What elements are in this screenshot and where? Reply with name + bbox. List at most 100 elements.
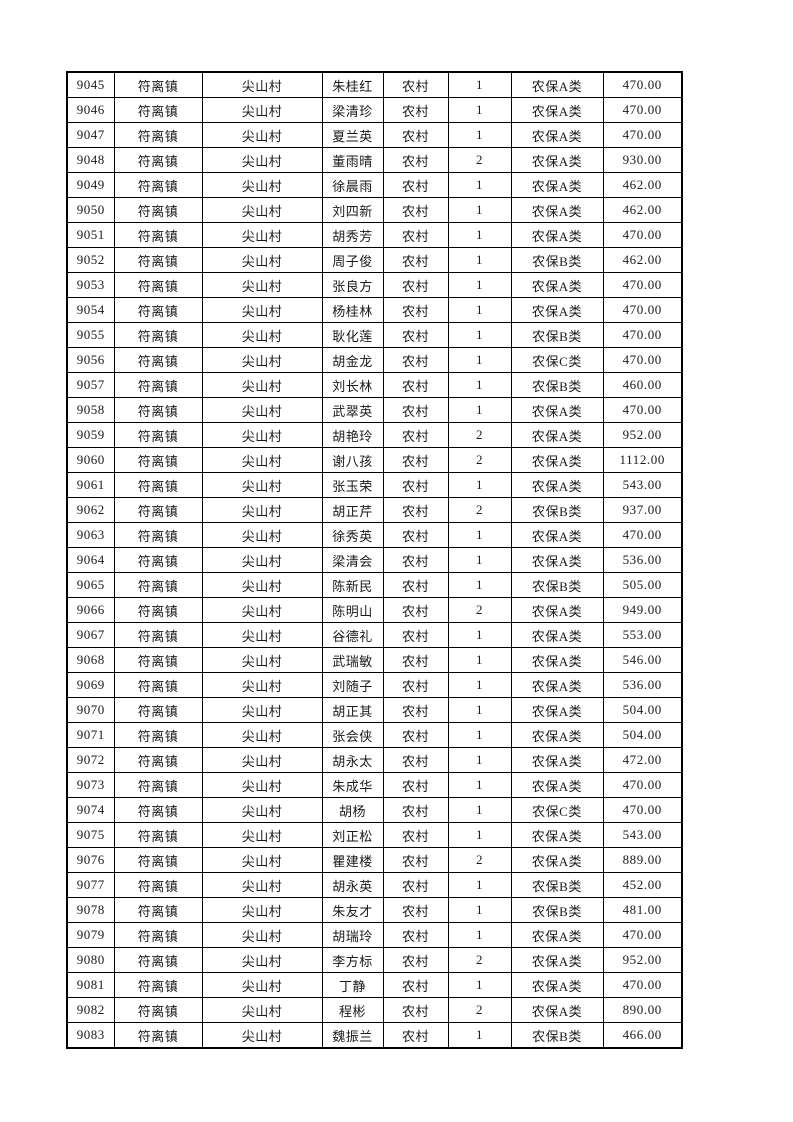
table-cell-person-name: 刘四新 — [321, 197, 384, 223]
table-row: 9080 符离镇 尖山村 李方标 农村 2 农保A类 952.00 — [66, 947, 683, 973]
table-cell-amount: 481.00 — [602, 897, 683, 923]
table-cell-village: 尖山村 — [201, 1022, 323, 1049]
table-cell-residence-type: 农村 — [382, 772, 449, 798]
table-cell-village: 尖山村 — [201, 697, 323, 723]
table-cell-insurance-category: 农保B类 — [510, 1022, 604, 1049]
table-cell-record-id: 9067 — [66, 622, 115, 648]
table-cell-insurance-category: 农保B类 — [510, 572, 604, 598]
table-cell-residence-type: 农村 — [382, 497, 449, 523]
table-cell-person-name: 梁清珍 — [321, 97, 384, 123]
table-cell-amount: 466.00 — [602, 1022, 683, 1049]
table-cell-person-name: 程彬 — [321, 997, 384, 1023]
table-cell-person-count: 1 — [447, 722, 512, 748]
table-cell-record-id: 9049 — [66, 172, 115, 198]
table-cell-insurance-category: 农保A类 — [510, 447, 604, 473]
table-cell-insurance-category: 农保B类 — [510, 372, 604, 398]
table-cell-village: 尖山村 — [201, 847, 323, 873]
table-cell-insurance-category: 农保A类 — [510, 472, 604, 498]
table-row: 9051 符离镇 尖山村 胡秀芳 农村 1 农保A类 470.00 — [66, 222, 683, 248]
table-cell-village: 尖山村 — [201, 397, 323, 423]
table-cell-person-name: 胡永英 — [321, 872, 384, 898]
table-cell-town: 符离镇 — [113, 322, 203, 348]
table-cell-person-name: 刘随子 — [321, 672, 384, 698]
table-cell-insurance-category: 农保A类 — [510, 997, 604, 1023]
table-cell-insurance-category: 农保A类 — [510, 722, 604, 748]
table-cell-person-name: 瞿建楼 — [321, 847, 384, 873]
table-cell-village: 尖山村 — [201, 372, 323, 398]
table-row: 9052 符离镇 尖山村 周子俊 农村 1 农保B类 462.00 — [66, 247, 683, 273]
table-cell-town: 符离镇 — [113, 622, 203, 648]
table-cell-person-name: 谢八孩 — [321, 447, 384, 473]
table-cell-amount: 505.00 — [602, 572, 683, 598]
table-cell-residence-type: 农村 — [382, 672, 449, 698]
table-cell-town: 符离镇 — [113, 597, 203, 623]
table-cell-residence-type: 农村 — [382, 97, 449, 123]
table-cell-record-id: 9045 — [66, 71, 115, 98]
table-cell-person-name: 魏振兰 — [321, 1022, 384, 1049]
table-cell-residence-type: 农村 — [382, 622, 449, 648]
table-cell-amount: 470.00 — [602, 972, 683, 998]
table-cell-insurance-category: 农保A类 — [510, 772, 604, 798]
table-cell-amount: 470.00 — [602, 97, 683, 123]
table-cell-residence-type: 农村 — [382, 997, 449, 1023]
table-cell-village: 尖山村 — [201, 97, 323, 123]
table-cell-record-id: 9055 — [66, 322, 115, 348]
table-cell-person-name: 丁静 — [321, 972, 384, 998]
table-cell-residence-type: 农村 — [382, 872, 449, 898]
table-cell-town: 符离镇 — [113, 522, 203, 548]
table-cell-amount: 504.00 — [602, 722, 683, 748]
table-cell-village: 尖山村 — [201, 422, 323, 448]
table-row: 9046 符离镇 尖山村 梁清珍 农村 1 农保A类 470.00 — [66, 97, 683, 123]
table-row: 9083 符离镇 尖山村 魏振兰 农村 1 农保B类 466.00 — [66, 1022, 683, 1049]
table-cell-village: 尖山村 — [201, 497, 323, 523]
table-cell-person-count: 1 — [447, 522, 512, 548]
table-cell-village: 尖山村 — [201, 822, 323, 848]
table-cell-residence-type: 农村 — [382, 947, 449, 973]
table-cell-residence-type: 农村 — [382, 472, 449, 498]
table-row: 9068 符离镇 尖山村 武瑞敏 农村 1 农保A类 546.00 — [66, 647, 683, 673]
table-cell-village: 尖山村 — [201, 122, 323, 148]
table-cell-person-name: 武瑞敏 — [321, 647, 384, 673]
table-row: 9066 符离镇 尖山村 陈明山 农村 2 农保A类 949.00 — [66, 597, 683, 623]
table-cell-record-id: 9081 — [66, 972, 115, 998]
table-cell-insurance-category: 农保B类 — [510, 897, 604, 923]
table-row: 9065 符离镇 尖山村 陈新民 农村 1 农保B类 505.00 — [66, 572, 683, 598]
table-cell-amount: 890.00 — [602, 997, 683, 1023]
table-cell-person-count: 1 — [447, 897, 512, 923]
table-cell-residence-type: 农村 — [382, 172, 449, 198]
table-cell-town: 符离镇 — [113, 997, 203, 1023]
table-cell-residence-type: 农村 — [382, 322, 449, 348]
table-cell-village: 尖山村 — [201, 947, 323, 973]
table-cell-person-count: 1 — [447, 647, 512, 673]
table-cell-town: 符离镇 — [113, 272, 203, 298]
table-cell-person-name: 董雨晴 — [321, 147, 384, 173]
table-cell-amount: 462.00 — [602, 197, 683, 223]
table-cell-insurance-category: 农保B类 — [510, 872, 604, 898]
table-cell-record-id: 9050 — [66, 197, 115, 223]
table-cell-amount: 536.00 — [602, 672, 683, 698]
table-cell-village: 尖山村 — [201, 322, 323, 348]
table-cell-person-count: 1 — [447, 922, 512, 948]
table-row: 9069 符离镇 尖山村 刘随子 农村 1 农保A类 536.00 — [66, 672, 683, 698]
table-cell-residence-type: 农村 — [382, 822, 449, 848]
table-cell-town: 符离镇 — [113, 122, 203, 148]
table-cell-insurance-category: 农保A类 — [510, 71, 604, 98]
table-cell-record-id: 9046 — [66, 97, 115, 123]
table-cell-insurance-category: 农保A类 — [510, 97, 604, 123]
table-row: 9056 符离镇 尖山村 胡金龙 农村 1 农保C类 470.00 — [66, 347, 683, 373]
table-row: 9081 符离镇 尖山村 丁静 农村 1 农保A类 470.00 — [66, 972, 683, 998]
table-cell-residence-type: 农村 — [382, 597, 449, 623]
table-cell-person-count: 1 — [447, 972, 512, 998]
table-cell-village: 尖山村 — [201, 172, 323, 198]
table-cell-town: 符离镇 — [113, 897, 203, 923]
table-cell-amount: 553.00 — [602, 622, 683, 648]
table-cell-person-name: 张玉荣 — [321, 472, 384, 498]
table-cell-town: 符离镇 — [113, 197, 203, 223]
table-cell-record-id: 9061 — [66, 472, 115, 498]
table-cell-record-id: 9079 — [66, 922, 115, 948]
table-cell-amount: 536.00 — [602, 547, 683, 573]
table-row: 9077 符离镇 尖山村 胡永英 农村 1 农保B类 452.00 — [66, 872, 683, 898]
table-cell-record-id: 9047 — [66, 122, 115, 148]
